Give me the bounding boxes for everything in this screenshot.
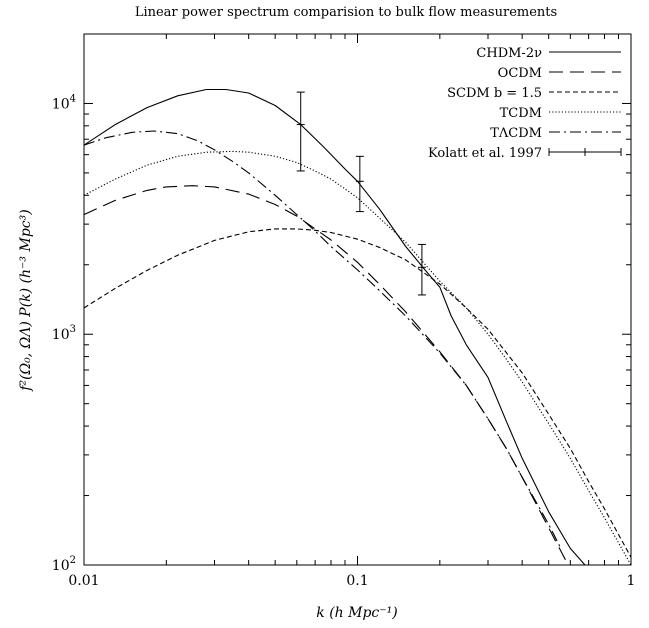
chart-title: Linear power spectrum comparision to bul… — [135, 5, 557, 20]
plot-frame — [83, 33, 632, 566]
series-line-3 — [84, 150, 631, 565]
errorbar-layer — [296, 91, 426, 296]
tick-labels: 0.01 0.1 1 102 103 104 — [52, 93, 636, 589]
y-tick-label: 104 — [52, 93, 76, 112]
series-line-4 — [84, 130, 561, 547]
y-axis-label: f²(Ω₀, ΩΛ) P(k) (h⁻³ Mpc³) — [18, 209, 34, 391]
legend-entry-4: TΛCDM — [490, 126, 621, 141]
legend-label: SCDM b = 1.5 — [447, 86, 542, 101]
legend-label: CHDM-2ν — [476, 46, 542, 61]
errorbar-point — [355, 155, 364, 213]
x-tick-label: 0.01 — [68, 573, 99, 589]
series-line-2 — [84, 228, 631, 558]
legend-label: OCDM — [498, 66, 542, 81]
x-tick-label: 1 — [627, 573, 636, 589]
series-layer — [84, 88, 631, 565]
x-axis-label: k (h Mpc⁻¹) — [316, 605, 397, 621]
axis-ticks — [83, 33, 631, 566]
legend-entry-3: TCDM — [500, 106, 621, 121]
x-tick-label: 0.1 — [346, 573, 368, 589]
series-line-0 — [84, 88, 586, 565]
legend-entry-5: Kolatt et al. 1997 — [428, 146, 622, 161]
legend-entry-2: SCDM b = 1.5 — [447, 86, 621, 101]
legend-label: TΛCDM — [490, 126, 542, 141]
errorbar-point — [296, 91, 305, 172]
legend-entry-0: CHDM-2ν — [476, 46, 621, 61]
legend-label: Kolatt et al. 1997 — [428, 146, 542, 161]
y-tick-label: 102 — [52, 555, 76, 574]
legend-entry-1: OCDM — [498, 66, 621, 81]
legend-label: TCDM — [500, 106, 542, 121]
errorbar-point — [417, 243, 426, 296]
y-tick-label: 103 — [52, 324, 76, 343]
legend: CHDM-2ν OCDM SCDM b = 1.5 TCDM TΛCDM Kolatt e… — [428, 46, 622, 161]
